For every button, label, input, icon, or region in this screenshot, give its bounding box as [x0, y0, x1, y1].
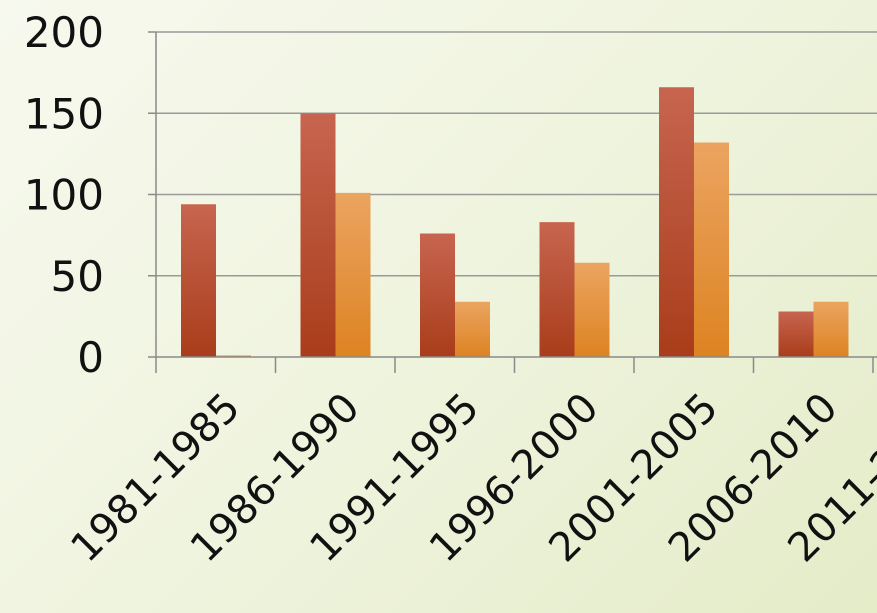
bar-series-2-1996-2000 — [574, 262, 610, 357]
bar-series-1-2006-2010 — [778, 311, 814, 357]
bar-series-1-1981-1985 — [181, 204, 216, 357]
bar-series-2-2006-2010 — [813, 301, 849, 357]
bar-series-2-2001-2005 — [694, 142, 729, 357]
bar-series-1-1996-2000 — [539, 222, 575, 357]
axes — [148, 31, 877, 373]
y-tick-label: 200 — [24, 8, 104, 57]
y-tick-label: 0 — [77, 333, 104, 382]
bar-series-1-2001-2005 — [659, 87, 694, 357]
bar-series-2-1981-1985 — [216, 355, 251, 357]
bar-series-2-1986-1990 — [335, 192, 371, 357]
bar-series-1-1991-1995 — [420, 233, 455, 357]
x-tick-labels: 1981-19851986-19901991-19951996-20002001… — [62, 385, 877, 572]
y-tick-label: 150 — [24, 89, 104, 138]
bars — [181, 87, 849, 357]
bar-series-2-1991-1995 — [455, 301, 490, 357]
gridlines — [156, 31, 877, 277]
y-tick-labels: 0 50 100 150 200 — [24, 8, 104, 382]
bar-series-1-1986-1990 — [300, 113, 336, 357]
y-tick-label: 50 — [51, 252, 104, 301]
y-tick-label: 100 — [24, 171, 104, 220]
